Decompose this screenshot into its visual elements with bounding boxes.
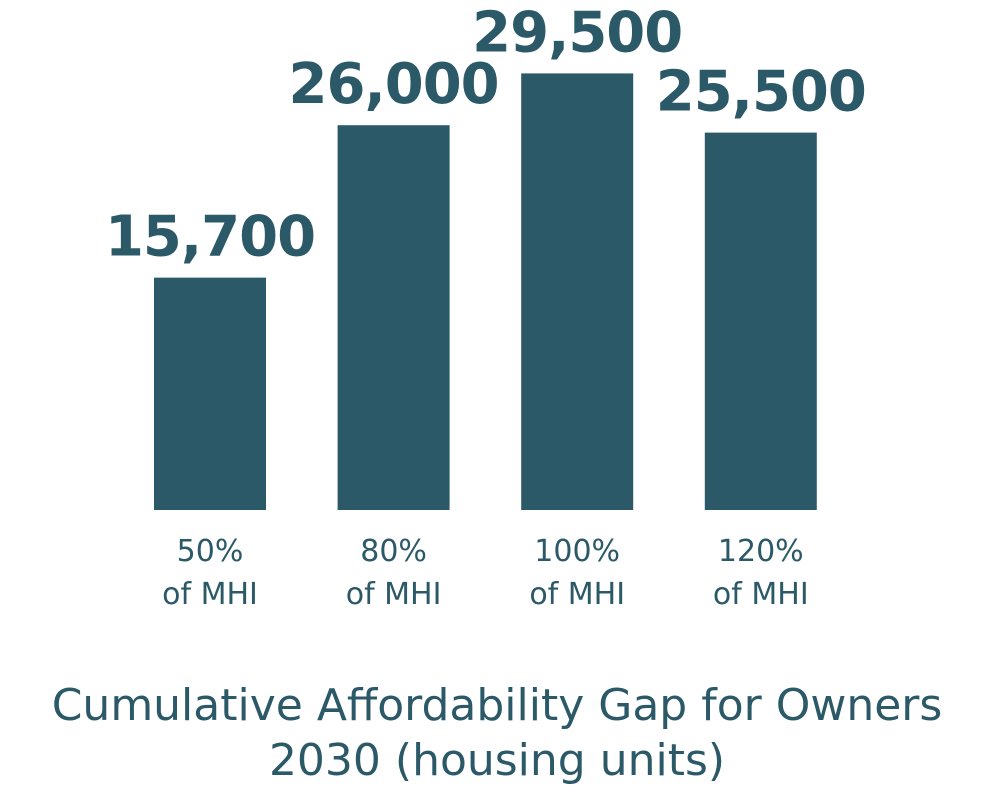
- x-tick-label: of MHI: [346, 577, 442, 612]
- bar: [337, 125, 450, 510]
- bars-group: [154, 73, 817, 511]
- data-label: 25,500: [656, 60, 866, 125]
- x-tick-label: 80%: [360, 534, 427, 569]
- data-label: 26,000: [289, 52, 499, 117]
- data-label: 29,500: [472, 0, 682, 65]
- data-label: 15,700: [105, 205, 315, 270]
- x-tick-label: of MHI: [162, 577, 258, 612]
- bar: [154, 277, 266, 510]
- x-tick-label: 120%: [718, 534, 804, 569]
- bar: [704, 132, 817, 510]
- chart-title-line: 2030 (housing units): [269, 735, 725, 786]
- x-tick-label: of MHI: [529, 577, 625, 612]
- x-tick-label: 100%: [534, 534, 620, 569]
- x-tick-label: 50%: [177, 534, 244, 569]
- bar: [521, 73, 634, 511]
- chart-title: Cumulative Affordability Gap for Owners2…: [52, 680, 943, 786]
- x-axis-tick-labels: 50% of MHI 80% of MHI 100% of MHI 120% of MHI: [162, 534, 809, 612]
- x-tick-label: of MHI: [713, 577, 809, 612]
- chart-title-line: Cumulative Affordability Gap for Owners: [52, 680, 943, 731]
